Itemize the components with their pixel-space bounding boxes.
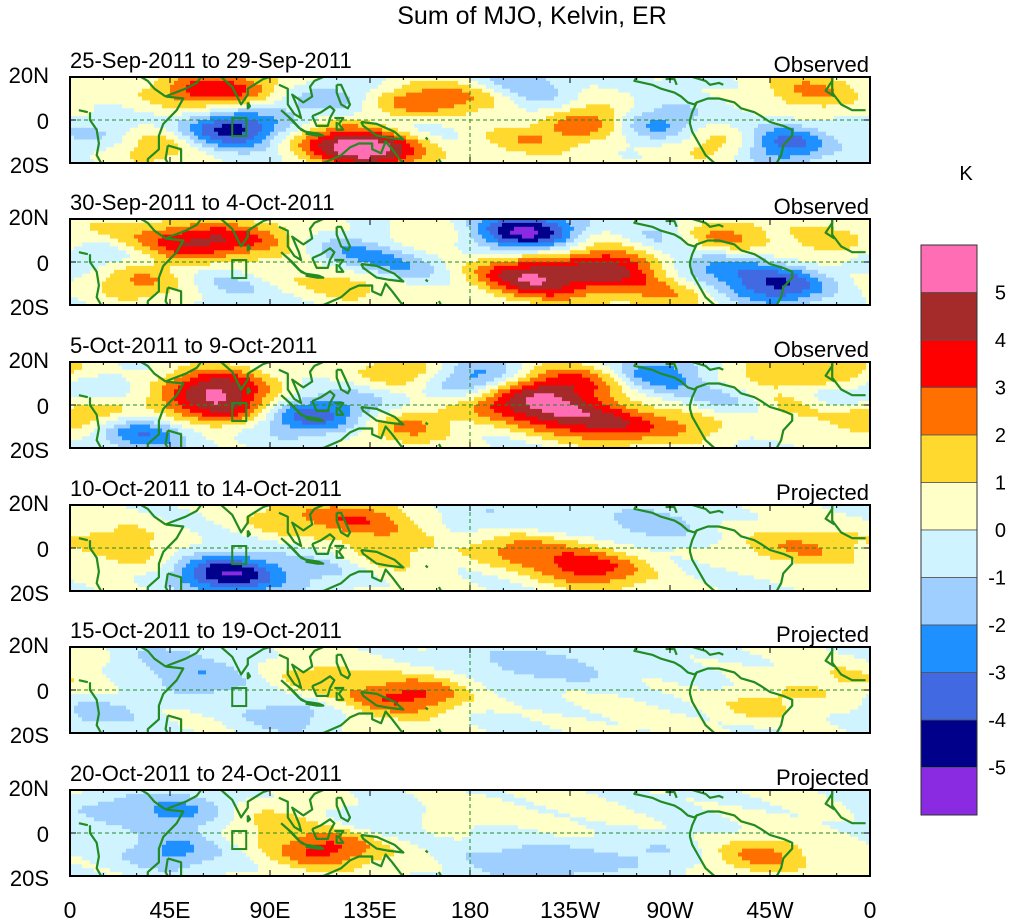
panel-date-label: 5-Oct-2011 to 9-Oct-2011 bbox=[70, 333, 317, 358]
x-tick-label: 0 bbox=[864, 897, 877, 923]
colorbar-tick-label: 5 bbox=[995, 283, 1006, 305]
x-tick-label: 90E bbox=[250, 897, 291, 923]
region-box bbox=[231, 830, 248, 851]
y-tick-label: 20N bbox=[9, 776, 49, 801]
region-box bbox=[231, 259, 248, 280]
colorbar-swatch bbox=[920, 624, 978, 673]
colorbar-swatch bbox=[920, 339, 978, 388]
panel-type-label: Projected bbox=[776, 480, 869, 505]
coastlines bbox=[78, 219, 866, 305]
x-tick-label: 45E bbox=[150, 897, 191, 923]
y-tick-label: 20S bbox=[10, 153, 49, 178]
colorbar-tick-label: 0 bbox=[995, 520, 1006, 542]
colorbar-tick-label: 1 bbox=[995, 473, 1006, 495]
y-tick-label: 20S bbox=[10, 866, 49, 891]
colorbar-tick-label: 3 bbox=[995, 378, 1006, 400]
y-tick-label: 0 bbox=[37, 822, 49, 847]
y-tick-label: 20N bbox=[9, 491, 49, 516]
colorbar-swatch bbox=[920, 244, 978, 293]
panel-date-label: 20-Oct-2011 to 24-Oct-2011 bbox=[70, 761, 342, 786]
y-tick-label: 20S bbox=[10, 438, 49, 463]
colorbar-swatch bbox=[920, 672, 978, 721]
y-tick-label: 20S bbox=[10, 295, 49, 320]
map-panel: 20N 0 20S 25-Sep-2011 to 29-Sep-2011 Observe… bbox=[9, 48, 871, 178]
y-tick-label: 0 bbox=[37, 109, 49, 134]
x-tick-label: 135E bbox=[343, 897, 397, 923]
y-tick-label: 0 bbox=[37, 537, 49, 562]
colorbar-tick-label: -1 bbox=[988, 568, 1006, 590]
chart-title: Sum of MJO, Kelvin, ER bbox=[397, 2, 667, 30]
colorbar-tick-label: 4 bbox=[995, 330, 1006, 352]
panel-type-label: Observed bbox=[774, 52, 869, 77]
y-tick-label: 20S bbox=[10, 723, 49, 748]
y-tick-label: 0 bbox=[37, 679, 49, 704]
colorbar-tick-label: 2 bbox=[995, 425, 1006, 447]
region-box bbox=[231, 545, 248, 566]
x-tick-label: 0 bbox=[64, 897, 77, 923]
y-tick-label: 0 bbox=[37, 394, 49, 419]
panel-type-label: Observed bbox=[774, 337, 869, 362]
y-tick-label: 0 bbox=[37, 251, 49, 276]
y-tick-label: 20N bbox=[9, 348, 49, 373]
panel-date-label: 10-Oct-2011 to 14-Oct-2011 bbox=[70, 476, 342, 501]
panels: 20N 0 20S 25-Sep-2011 to 29-Sep-2011 Observe… bbox=[9, 48, 871, 891]
anomaly-field bbox=[70, 647, 870, 733]
colorbar-tick-label: -4 bbox=[988, 710, 1006, 732]
coastlines bbox=[78, 647, 866, 733]
colorbar-tick-label: -5 bbox=[988, 758, 1006, 780]
colorbar-swatch bbox=[920, 719, 978, 768]
region-box bbox=[231, 402, 248, 423]
y-tick-label: 20N bbox=[9, 633, 49, 658]
anomaly-field bbox=[70, 219, 870, 305]
colorbar-swatch bbox=[920, 387, 978, 436]
colorbar-tick-label: -3 bbox=[988, 663, 1006, 685]
panel-date-label: 25-Sep-2011 to 29-Sep-2011 bbox=[70, 48, 352, 73]
colorbar-swatch bbox=[920, 292, 978, 341]
panel-type-label: Observed bbox=[774, 194, 869, 219]
x-tick-label: 45W bbox=[746, 897, 794, 923]
x-tick-labels: 0 45E 90E 135E 180 135W 90W 45W 0 bbox=[64, 897, 877, 923]
coastlines bbox=[78, 77, 866, 163]
map-panel: 20N 0 20S 10-Oct-2011 to 14-Oct-2011 Project… bbox=[9, 476, 871, 606]
map-panel: 20N 0 20S 15-Oct-2011 to 19-Oct-2011 Project… bbox=[9, 618, 871, 748]
coastlines bbox=[78, 790, 866, 876]
colorbar-units-label: K bbox=[959, 163, 973, 185]
colorbar-swatch bbox=[920, 767, 978, 816]
colorbar-swatch bbox=[920, 482, 978, 531]
panel-date-label: 15-Oct-2011 to 19-Oct-2011 bbox=[70, 618, 342, 643]
colorbar-swatch bbox=[920, 434, 978, 483]
colorbar-swatch bbox=[920, 577, 978, 626]
y-tick-label: 20N bbox=[9, 63, 49, 88]
anomaly-field bbox=[70, 790, 870, 876]
panel-type-label: Projected bbox=[776, 765, 869, 790]
colorbar-swatch bbox=[920, 529, 978, 578]
x-tick-label: 135W bbox=[540, 897, 600, 923]
panel-date-label: 30-Sep-2011 to 4-Oct-2011 bbox=[70, 190, 335, 215]
panel-type-label: Projected bbox=[776, 622, 869, 647]
colorbar-tick-label: -2 bbox=[988, 615, 1006, 637]
colorbar: K 5 4 3 2 1 0 -1 -2 -3 -4 -5 bbox=[920, 163, 1006, 816]
x-tick-label: 180 bbox=[451, 897, 489, 923]
map-panel: 20N 0 20S 30-Sep-2011 to 4-Oct-2011 Observed bbox=[9, 190, 871, 320]
map-panel: 20N 0 20S 20-Oct-2011 to 24-Oct-2011 Project… bbox=[9, 761, 871, 891]
map-panel: 20N 0 20S 5-Oct-2011 to 9-Oct-2011 Observed bbox=[9, 333, 871, 463]
coastlines bbox=[78, 505, 866, 591]
y-tick-label: 20N bbox=[9, 205, 49, 230]
y-tick-label: 20S bbox=[10, 581, 49, 606]
x-tick-label: 90W bbox=[646, 897, 694, 923]
anomaly-field bbox=[70, 77, 870, 163]
region-box bbox=[231, 117, 248, 138]
coastlines bbox=[78, 362, 866, 448]
region-box bbox=[231, 687, 248, 708]
